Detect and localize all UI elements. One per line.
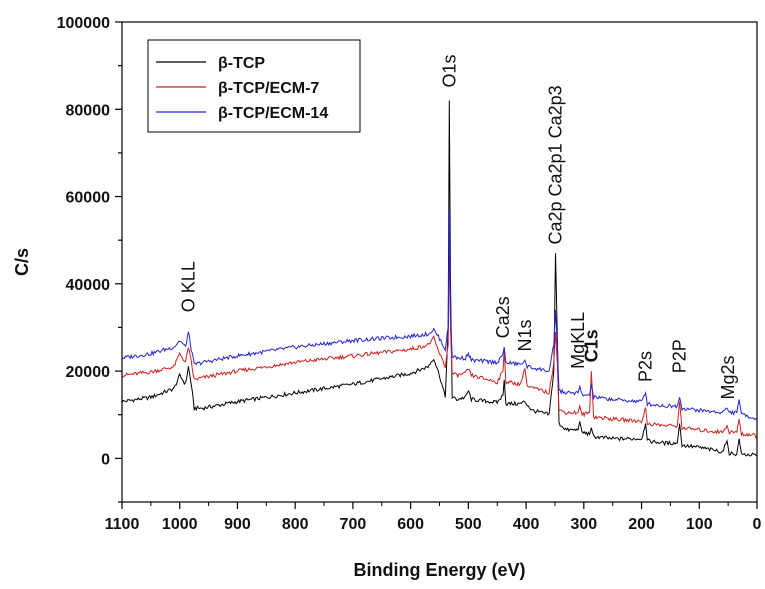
x-tick-label: 1000 xyxy=(162,516,198,533)
legend-box xyxy=(147,39,361,133)
peak-label: Ca2p Ca2p1 Ca2p3 xyxy=(546,85,566,244)
x-tick-label: 100 xyxy=(686,516,713,533)
legend-label: β-TCP/ECM-14 xyxy=(218,105,328,122)
series-line-1 xyxy=(121,240,758,439)
y-tick-label: 60000 xyxy=(66,190,111,207)
legend: β-TCP β-TCP/ECM-7 β-TCP/ECM-14 xyxy=(147,39,361,133)
peak-label: N1s xyxy=(515,319,535,351)
x-tick-label: 900 xyxy=(224,516,251,533)
peak-label: P2P xyxy=(670,339,690,373)
y-tick-label: 0 xyxy=(101,451,110,468)
x-tick-label: 800 xyxy=(282,516,309,533)
y-tick-label: 40000 xyxy=(66,277,111,294)
x-tick-label: 700 xyxy=(340,516,367,533)
x-tick-label: 1100 xyxy=(105,516,140,533)
x-tick-label: 300 xyxy=(570,516,597,533)
x-tick-label: 0 xyxy=(753,516,762,533)
peak-label: Mg2s xyxy=(718,355,738,399)
x-tick-label: 500 xyxy=(455,516,482,533)
x-axis-title: Binding Energy (eV) xyxy=(353,560,525,580)
x-tick-label: 600 xyxy=(397,516,424,533)
peak-label: O KLL xyxy=(178,261,198,312)
y-tick-label: 20000 xyxy=(66,364,111,381)
series-line-0 xyxy=(121,100,758,457)
peak-label: Ca2s xyxy=(493,296,513,338)
x-tick-label: 200 xyxy=(628,516,655,533)
peak-label: MgKLL xyxy=(568,312,588,369)
series-lines xyxy=(121,100,758,457)
legend-label: β-TCP xyxy=(218,55,265,72)
y-axis-title: C/s xyxy=(12,248,32,276)
x-tick-label: 400 xyxy=(513,516,540,533)
series-line-2 xyxy=(121,209,758,421)
y-tick-label: 80000 xyxy=(66,102,111,119)
y-tick-label: 100000 xyxy=(57,15,110,32)
axis-tick-labels: 1100 1000 900 800 700 600 500 400 300 200 100 00200… xyxy=(57,15,762,533)
legend-label: β-TCP/ECM-7 xyxy=(218,80,319,97)
peak-label: O1s xyxy=(439,54,459,87)
axis-ticks xyxy=(115,21,758,509)
peak-label: P2s xyxy=(636,351,656,382)
peak-label: C1s xyxy=(581,329,601,362)
